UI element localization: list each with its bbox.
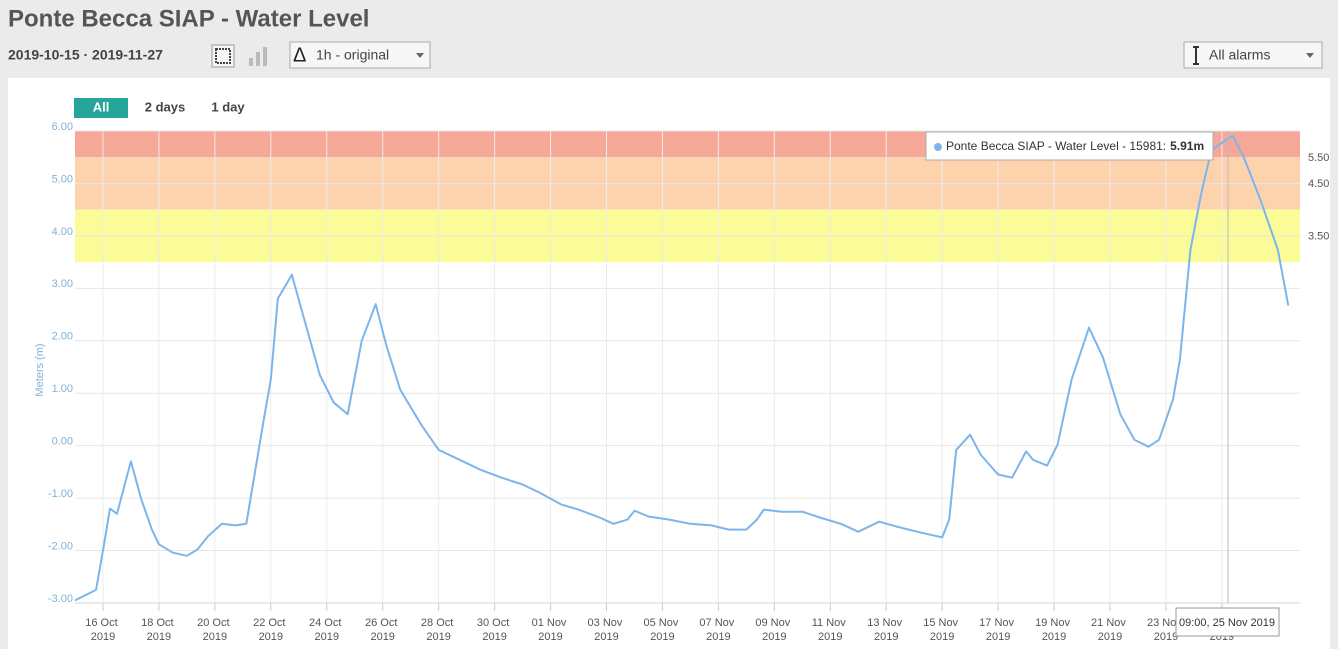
icon-grid — [215, 48, 231, 64]
plot: 5.50 4.50 3.50 -3.00 -2.00 -1.00 0.00 1.00 2.00 3… — [48, 121, 1330, 643]
y-tick-label: 2.00 — [52, 331, 73, 343]
x-tooltip-box — [1175, 607, 1280, 637]
x-tick-label: 01 Nov 2019 — [532, 617, 570, 643]
caret — [416, 53, 424, 58]
tooltip-series: Ponte Becca SIAP - Water Level - 15981: — [946, 139, 1166, 153]
tooltip-value: 5.91m — [1170, 139, 1204, 153]
y-tick-label: 3.00 — [52, 278, 73, 290]
x-tick-label: 26 Oct 2019 — [365, 617, 400, 643]
x-tick-label: 15 Nov 2019 — [923, 617, 961, 643]
tooltip-box — [925, 131, 1214, 161]
caret — [1306, 53, 1314, 58]
y-tick-label: 5.00 — [52, 173, 73, 185]
y-tick-label: -2.00 — [48, 540, 73, 552]
x-tick-label: 24 Oct 2019 — [309, 617, 344, 643]
icon-bar — [249, 58, 253, 66]
bar-icon[interactable] — [249, 47, 267, 66]
y-tick-label: 0.00 — [52, 436, 73, 448]
select-value: 1h - original — [316, 47, 389, 63]
alarm-icon — [1193, 46, 1199, 65]
x-tick-label: 20 Oct 2019 — [197, 617, 232, 643]
range-button[interactable]: 1 day — [211, 99, 245, 114]
x-tick-label: 18 Oct 2019 — [141, 617, 176, 643]
range-button[interactable]: 2 days — [145, 99, 185, 114]
range-button[interactable]: All — [93, 99, 110, 114]
tooltip-text: Ponte Becca SIAP - Water Level - 15981: 5… — [946, 139, 1204, 153]
y-tick-label: 1.00 — [52, 383, 73, 395]
x-tick-label: 19 Nov 2019 — [1035, 617, 1073, 643]
x-tick-label: 28 Oct 2019 — [421, 617, 456, 643]
y-tick-label: -1.00 — [48, 488, 73, 500]
x-tick-label: 30 Oct 2019 — [477, 617, 512, 643]
x-tick-label: 21 Nov 2019 — [1091, 617, 1129, 643]
range-button-active[interactable] — [74, 98, 128, 118]
y-axis-title: Meters (m) — [34, 343, 46, 396]
x-tick-label: 07 Nov 2019 — [699, 617, 737, 643]
alarm-label: 4.50 — [1308, 178, 1329, 190]
interval-select[interactable]: Δ 1h - original — [289, 41, 431, 69]
data-line — [74, 134, 1290, 602]
x-tick-label: 05 Nov 2019 — [643, 617, 681, 643]
x-tick-label: 03 Nov 2019 — [588, 617, 626, 643]
alarm-select[interactable]: All alarms — [1183, 41, 1323, 69]
y-tick-label: -3.00 — [48, 593, 73, 605]
x-tooltip-text: 09:00, 25 Nov 2019 — [1179, 617, 1275, 629]
x-tick-label: 09 Nov 2019 — [755, 617, 793, 643]
calendar-icon[interactable] — [211, 44, 235, 68]
y-tick-label: 6.00 — [52, 121, 73, 133]
x-tick-label: 11 Nov 2019 — [812, 617, 849, 643]
select-box — [1183, 41, 1323, 69]
delta-icon: Δ — [293, 44, 306, 66]
x-tick-label: 23 Nov 2019 — [1147, 617, 1185, 643]
alarm-label: 3.50 — [1308, 231, 1329, 243]
alarm-label: 5.50 — [1308, 152, 1329, 164]
tooltip-dot — [934, 143, 942, 151]
select-box — [289, 41, 431, 69]
select-value: All alarms — [1209, 47, 1270, 63]
page-title: Ponte Becca SIAP - Water Level — [8, 5, 369, 32]
icon-bar — [263, 47, 267, 66]
x-tick-label: 16 Oct 2019 — [85, 617, 120, 643]
x-tick-label: 13 Nov 2019 — [867, 617, 905, 643]
icon-frame — [211, 44, 235, 68]
x-tick-label: 22 Oct 2019 — [253, 617, 288, 643]
date-range[interactable]: 2019-10-15 · 2019-11-27 — [8, 47, 163, 63]
x-tick-label: 17 Nov 2019 — [979, 617, 1017, 643]
y-tick-label: 4.00 — [52, 226, 73, 238]
icon-bar — [256, 52, 260, 66]
